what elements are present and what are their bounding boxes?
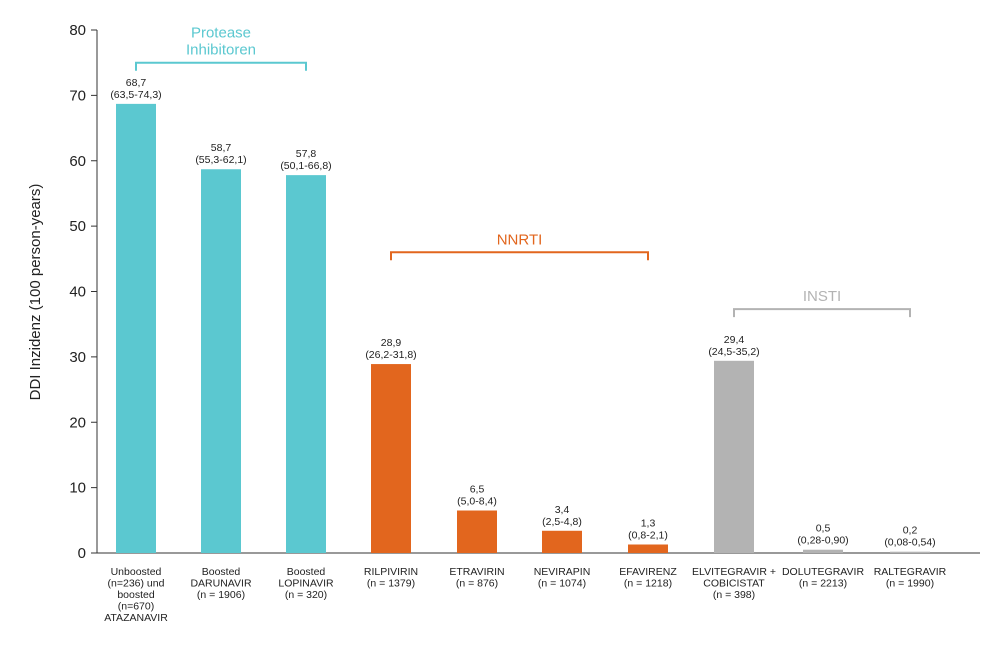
bar: [803, 549, 843, 553]
bar-value-label: 28,9: [381, 337, 402, 349]
group-bracket: [733, 308, 911, 318]
bar: [201, 169, 241, 553]
group-bracket: [135, 61, 307, 71]
y-axis-label: DDI Inzidenz (100 person-years): [27, 184, 44, 401]
x-category-label: ATAZANAVIR: [104, 612, 168, 624]
y-tick-label: 50: [69, 218, 86, 235]
bar: [286, 175, 326, 553]
bar: [457, 510, 497, 553]
x-category-label: (n = 320): [285, 589, 327, 601]
group-label: NNRTI: [497, 231, 543, 248]
bar-ci-label: (0,28-0,90): [797, 535, 848, 547]
bar-ci-label: (63,5-74,3): [110, 89, 161, 101]
bar-ci-label: (0,8-2,1): [628, 530, 668, 542]
x-category-label: (n = 1074): [538, 578, 586, 590]
group-label: Inhibitoren: [186, 42, 256, 59]
bar: [890, 551, 930, 553]
bar-value-label: 3,4: [555, 504, 570, 516]
bar-ci-label: (26,2-31,8): [365, 349, 416, 361]
bar-ci-label: (55,3-62,1): [195, 154, 246, 166]
bar-value-label: 29,4: [724, 334, 745, 346]
x-category-label: EFAVIRENZ: [619, 566, 677, 578]
y-tick-label: 70: [69, 87, 86, 104]
group-bracket: [390, 251, 649, 261]
x-category-label: (n = 1379): [367, 578, 415, 590]
bar-ci-label: (24,5-35,2): [708, 346, 759, 358]
x-category-label: ELVITEGRAVIR +: [692, 566, 776, 578]
bar: [371, 364, 411, 553]
bar-ci-label: (0,08-0,54): [884, 537, 935, 549]
y-tick-label: 30: [69, 349, 86, 366]
bar-value-label: 57,8: [296, 148, 317, 160]
x-category-label: (n = 1218): [624, 578, 672, 590]
x-category-label: Boosted: [202, 566, 241, 578]
x-category-label: COBICISTAT: [703, 578, 765, 590]
bar: [714, 360, 754, 553]
x-category-label: boosted: [117, 589, 155, 601]
x-category-label: (n = 398): [713, 589, 755, 601]
bar-value-label: 0,5: [816, 523, 831, 535]
x-category-label: (n=670): [118, 601, 154, 613]
x-category-label: RILPIVIRIN: [364, 566, 418, 578]
x-category-label: (n = 1906): [197, 589, 245, 601]
group-label: Protease: [191, 25, 251, 42]
bar: [116, 103, 156, 553]
x-category-label: Unboosted: [111, 566, 162, 578]
y-tick-label: 80: [69, 22, 86, 39]
bar-ci-label: (5,0-8,4): [457, 496, 497, 508]
bar-value-label: 0,2: [903, 525, 918, 537]
x-category-label: (n = 2213): [799, 578, 847, 590]
y-tick-label: 60: [69, 153, 86, 170]
x-category-label: (n = 876): [456, 578, 498, 590]
bar-value-label: 1,3: [641, 518, 656, 530]
y-tick-label: 40: [69, 284, 86, 301]
x-category-label: (n = 1990): [886, 578, 934, 590]
x-category-label: NEVIRAPIN: [534, 566, 591, 578]
group-label: INSTI: [803, 288, 841, 305]
bar: [542, 530, 582, 553]
x-category-label: DOLUTEGRAVIR: [782, 566, 864, 578]
x-category-label: LOPINAVIR: [278, 578, 334, 590]
bar-value-label: 6,5: [470, 484, 485, 496]
x-category-label: RALTEGRAVIR: [874, 566, 947, 578]
y-tick-label: 0: [78, 545, 86, 562]
y-tick-label: 10: [69, 480, 86, 497]
x-category-label: Boosted: [287, 566, 326, 578]
bar-ci-label: (2,5-4,8): [542, 516, 582, 528]
x-category-label: (n=236) und: [108, 578, 165, 590]
bar-value-label: 58,7: [211, 142, 232, 154]
bar: [628, 544, 668, 553]
y-tick-label: 20: [69, 414, 86, 431]
bar-ci-label: (50,1-66,8): [280, 160, 331, 172]
x-category-label: DARUNAVIR: [190, 578, 251, 590]
bar-value-label: 68,7: [126, 77, 147, 89]
x-category-label: ETRAVIRIN: [449, 566, 504, 578]
